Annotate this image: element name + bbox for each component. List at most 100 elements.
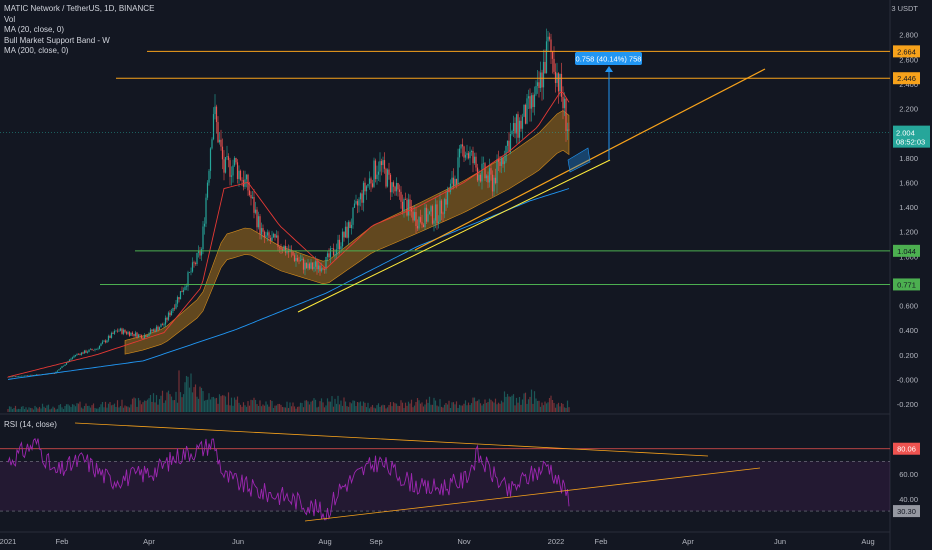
candle-body <box>191 262 194 272</box>
volume-bar <box>532 403 534 412</box>
volume-bar <box>74 406 77 412</box>
volume-bar <box>101 401 104 412</box>
ma20-legend[interactable]: MA (20, close, 0) <box>4 25 65 34</box>
candle-body <box>319 265 321 272</box>
volume-bar <box>85 403 87 412</box>
volume-bar <box>382 404 384 412</box>
volume-bar <box>457 407 459 412</box>
volume-bar <box>325 405 327 412</box>
candle-body <box>118 330 120 332</box>
candle-body <box>566 129 569 131</box>
candle-body <box>403 199 405 212</box>
candle-body <box>517 114 519 138</box>
volume-bar <box>436 405 438 412</box>
candle-body <box>428 211 431 215</box>
volume-bar <box>385 408 387 412</box>
candle-body <box>170 311 173 316</box>
candle-body <box>434 204 437 221</box>
volume-bar <box>308 404 311 412</box>
volume-bar <box>163 402 165 412</box>
volume-bar <box>338 404 341 412</box>
candle-body <box>178 297 180 300</box>
candle-body <box>29 374 32 376</box>
volume-bar <box>35 407 38 412</box>
candle-body <box>469 152 471 159</box>
volume-bar <box>280 404 282 412</box>
badge-rsi-80-text: 80.06 <box>897 445 916 454</box>
rsi-legend[interactable]: RSI (14, close) <box>4 420 57 429</box>
chart-legend: MATIC Network / TetherUS, 1D, BINANCE Vo… <box>4 4 154 57</box>
candle-body <box>172 307 174 312</box>
volume-bar <box>94 408 96 412</box>
price-tick-label: 1.600 <box>899 178 918 187</box>
volume-bar <box>299 402 302 412</box>
candle-body <box>262 228 264 232</box>
volume-bar <box>538 400 540 412</box>
candle-body <box>272 233 275 238</box>
badge-2664: 2.664 <box>893 45 920 58</box>
candle-body <box>301 258 303 261</box>
candle-body <box>380 161 383 166</box>
candle-body <box>397 183 399 190</box>
volume-bar <box>440 406 443 412</box>
volume-bar <box>494 398 497 412</box>
volume-bar <box>424 404 426 412</box>
ma200-legend[interactable]: MA (200, close, 0) <box>4 46 69 55</box>
candle-body <box>211 139 213 149</box>
volume-bar <box>466 405 468 412</box>
candle-body <box>526 98 528 124</box>
volume-bar <box>79 401 81 412</box>
symbol-title[interactable]: MATIC Network / TetherUS, 1D, BINANCE <box>4 4 155 13</box>
candle-body <box>316 261 318 270</box>
vol-legend[interactable]: Vol <box>4 14 16 24</box>
volume-bar <box>124 405 126 412</box>
volume-bar <box>164 400 167 412</box>
candle-body <box>365 186 368 192</box>
candle-body <box>368 178 371 184</box>
volume-bar <box>268 406 270 412</box>
candle-body <box>350 224 353 229</box>
volume-bar <box>223 395 225 412</box>
volume-bar <box>359 401 362 412</box>
badge-0771-bg <box>893 278 920 291</box>
volume-bar <box>16 409 18 412</box>
volume-bar <box>196 396 198 412</box>
badge-rsi-30: 30.30 <box>893 505 920 518</box>
volume-bar <box>361 405 363 412</box>
candle-body <box>488 168 491 183</box>
candle-body <box>53 373 56 374</box>
candle-body <box>121 328 123 334</box>
volume-bar <box>206 399 209 412</box>
candle-body <box>35 374 38 376</box>
drawings[interactable]: 0.758 (40.14%) 758 <box>0 50 890 313</box>
candle-body <box>119 328 122 331</box>
volume-bar <box>526 403 528 412</box>
candle-body <box>568 129 570 131</box>
volume-bar <box>235 399 237 412</box>
bmsb-legend[interactable]: Bull Market Support Band - W <box>4 35 110 45</box>
volume-bar <box>98 407 101 412</box>
candle-body <box>154 329 156 332</box>
price-axis[interactable]: 2.8002.6002.4002.2002.0001.8001.6001.400… <box>891 4 930 518</box>
volume-bar <box>314 399 317 412</box>
candle-body <box>137 334 140 338</box>
rsi-resistance-trendline <box>74 422 709 457</box>
candle-body <box>509 134 512 153</box>
volume-bar <box>302 407 305 412</box>
volume-bar <box>292 402 294 412</box>
badge-countdown-text: 08:52:03 <box>896 138 925 147</box>
volume-bar <box>326 398 329 412</box>
time-axis[interactable]: 2021 Feb Apr Jun Aug Sep Nov 2022 Feb Apr Jun Aug <box>0 537 875 546</box>
candle-body <box>293 255 296 261</box>
volume-bar <box>200 387 203 412</box>
candle-body <box>149 329 152 334</box>
volume-bar <box>500 400 503 412</box>
candle-body <box>473 156 476 164</box>
candle-body <box>317 265 320 270</box>
candle-body <box>458 148 461 158</box>
volume-bar <box>142 402 144 412</box>
volume-bar <box>335 403 338 412</box>
candle-body <box>334 254 336 256</box>
volume-bar <box>286 401 288 412</box>
